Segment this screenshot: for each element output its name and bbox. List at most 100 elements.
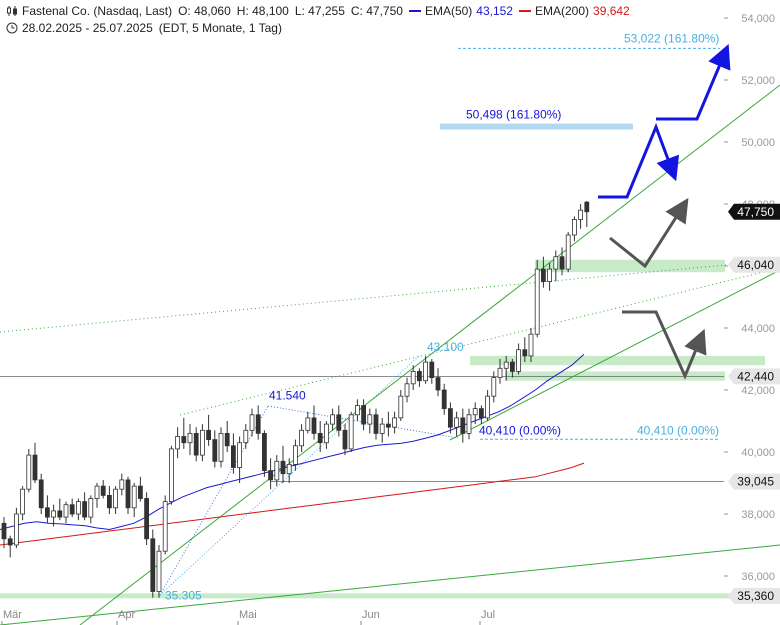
- candle-body[interactable]: [522, 349, 528, 357]
- candle-body[interactable]: [454, 417, 460, 428]
- x-tick-label: Mär: [3, 609, 22, 621]
- candle-body[interactable]: [20, 488, 26, 515]
- candle-body[interactable]: [435, 377, 441, 391]
- candle-body[interactable]: [168, 448, 174, 502]
- candle-body[interactable]: [354, 405, 360, 416]
- candle-body[interactable]: [94, 485, 100, 499]
- candle-body[interactable]: [156, 550, 162, 592]
- candle-body[interactable]: [485, 395, 491, 419]
- candle-body[interactable]: [69, 504, 75, 515]
- candle-body[interactable]: [13, 513, 19, 546]
- candle-body[interactable]: [392, 417, 398, 428]
- candle-body[interactable]: [528, 333, 534, 357]
- candle-body[interactable]: [218, 432, 224, 462]
- candle-body[interactable]: [255, 414, 261, 434]
- candle-body[interactable]: [547, 268, 552, 282]
- candle-body[interactable]: [125, 479, 131, 509]
- candle-body[interactable]: [88, 498, 94, 518]
- candle-body[interactable]: [63, 504, 69, 518]
- candle-body[interactable]: [478, 408, 484, 419]
- candle-body[interactable]: [45, 507, 50, 518]
- candle-body[interactable]: [361, 405, 367, 425]
- candle-body[interactable]: [107, 494, 112, 509]
- candle-body[interactable]: [175, 436, 181, 450]
- candle-body[interactable]: [299, 429, 305, 447]
- candle-body[interactable]: [541, 268, 546, 282]
- candle-body[interactable]: [516, 349, 521, 372]
- candle-body[interactable]: [268, 470, 274, 481]
- candle-body[interactable]: [305, 417, 311, 431]
- candle-body[interactable]: [348, 414, 354, 450]
- candle-body[interactable]: [76, 501, 81, 515]
- candle-body[interactable]: [572, 219, 577, 236]
- candle-body[interactable]: [398, 395, 404, 419]
- candle-body[interactable]: [330, 414, 336, 425]
- candle-body[interactable]: [150, 538, 156, 592]
- candle-body[interactable]: [224, 432, 230, 447]
- candle-body[interactable]: [509, 361, 515, 372]
- candle-body[interactable]: [336, 414, 342, 431]
- candle-body[interactable]: [249, 414, 255, 431]
- candle-body[interactable]: [187, 432, 193, 444]
- candle-body[interactable]: [584, 201, 590, 213]
- candle-body[interactable]: [292, 445, 298, 465]
- candle-body[interactable]: [51, 510, 56, 518]
- candle-body[interactable]: [212, 439, 218, 462]
- candle-body[interactable]: [274, 460, 280, 481]
- chart-header-line1: Fastenal Co. (Nasdaq, Last) O: 48,060 H: 4…: [6, 4, 636, 18]
- candle-body[interactable]: [311, 417, 317, 434]
- candle-body[interactable]: [460, 417, 466, 434]
- candle-body[interactable]: [144, 498, 150, 540]
- candle-body[interactable]: [416, 370, 422, 382]
- candle-body[interactable]: [162, 501, 168, 552]
- candle-body[interactable]: [565, 234, 571, 270]
- candle-body[interactable]: [286, 463, 292, 475]
- candle-body[interactable]: [497, 367, 503, 378]
- candle-body[interactable]: [441, 389, 447, 410]
- candle-body[interactable]: [385, 423, 391, 428]
- candle-body[interactable]: [199, 429, 205, 456]
- candle-body[interactable]: [447, 408, 453, 428]
- candle-body[interactable]: [243, 429, 249, 444]
- candle-body[interactable]: [373, 414, 379, 434]
- candle-body[interactable]: [280, 460, 286, 475]
- candle-body[interactable]: [379, 423, 385, 434]
- candle-body[interactable]: [26, 454, 32, 490]
- candle-body[interactable]: [342, 429, 348, 450]
- candle-body[interactable]: [237, 442, 243, 468]
- candle-body[interactable]: [206, 429, 212, 440]
- candle-body[interactable]: [131, 485, 137, 509]
- candle-body[interactable]: [119, 479, 125, 490]
- candle-body[interactable]: [57, 510, 63, 518]
- trendline-medium: [449, 269, 780, 441]
- candle-body[interactable]: [491, 377, 497, 397]
- candle-body[interactable]: [466, 414, 472, 434]
- candle-body[interactable]: [367, 414, 373, 425]
- candle-body[interactable]: [7, 538, 13, 546]
- candle-body[interactable]: [423, 361, 429, 382]
- candle-body[interactable]: [578, 209, 583, 220]
- price-flag-label: 35,360: [737, 589, 774, 603]
- candle-body[interactable]: [261, 432, 267, 471]
- candle-body[interactable]: [193, 432, 199, 456]
- candle-body[interactable]: [410, 370, 416, 385]
- candle-body[interactable]: [181, 436, 187, 444]
- candle-body[interactable]: [317, 432, 323, 444]
- candle-body[interactable]: [534, 268, 540, 335]
- candle-body[interactable]: [38, 479, 44, 509]
- candle-body[interactable]: [100, 485, 106, 496]
- candle-body[interactable]: [137, 485, 143, 499]
- candle-body[interactable]: [113, 488, 118, 509]
- candle-body[interactable]: [82, 501, 87, 518]
- candle-body[interactable]: [323, 423, 329, 444]
- candle-body[interactable]: [503, 361, 509, 369]
- candle-body[interactable]: [230, 445, 236, 468]
- candle-body[interactable]: [472, 408, 478, 416]
- candle-body[interactable]: [404, 383, 410, 397]
- candle-body[interactable]: [1, 522, 7, 540]
- candle-body[interactable]: [553, 256, 559, 270]
- candle-body[interactable]: [429, 361, 435, 379]
- candle-body[interactable]: [32, 454, 38, 481]
- candle-body[interactable]: [559, 256, 565, 270]
